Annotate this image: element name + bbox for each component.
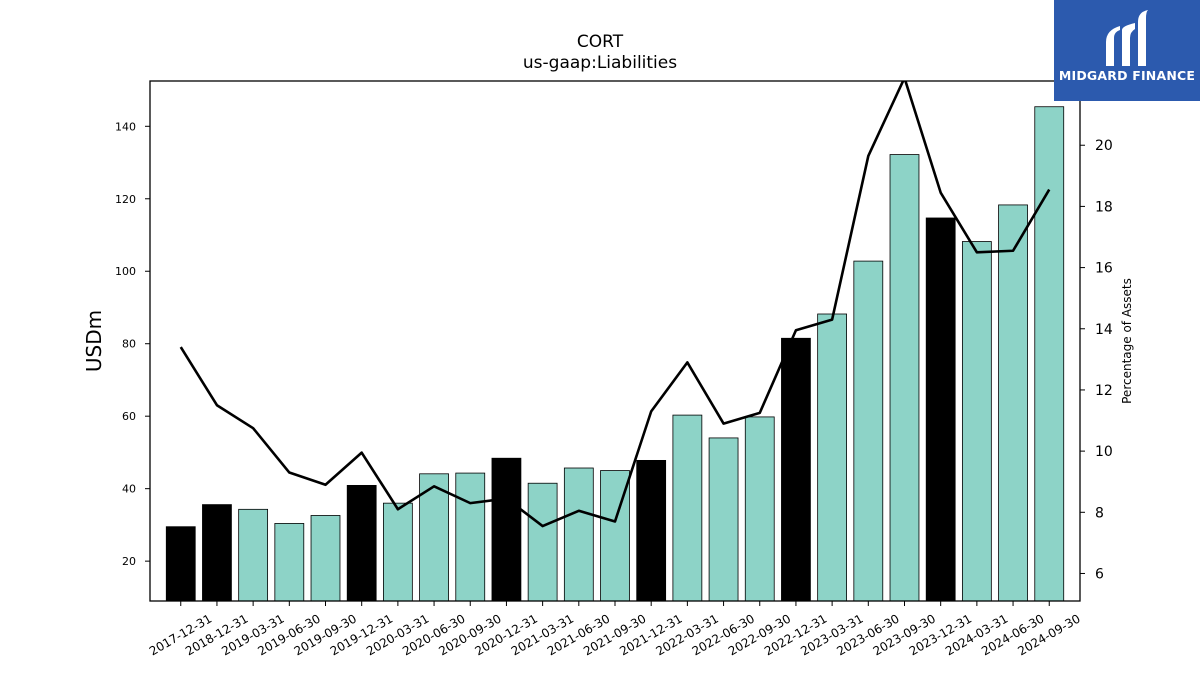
chart-subtitle: us-gaap:Liabilities bbox=[522, 53, 678, 73]
bar-2021-06-30 bbox=[563, 467, 594, 601]
y2-tick-label-14: 14 bbox=[1095, 322, 1113, 338]
y-tick-label-120: 120 bbox=[115, 193, 136, 206]
bar-2024-06-30 bbox=[998, 204, 1028, 601]
y-tick-label-100: 100 bbox=[115, 265, 136, 278]
bar-2020-06-30 bbox=[419, 473, 449, 601]
y2-tick-label-20: 20 bbox=[1095, 138, 1113, 154]
bar-2019-12-31 bbox=[346, 484, 377, 601]
midgard-logo-icon bbox=[1106, 10, 1148, 66]
y-tick-label-60: 60 bbox=[122, 410, 136, 423]
y2-tick-label-18: 18 bbox=[1095, 199, 1113, 215]
y-tick-label-140: 140 bbox=[115, 120, 136, 133]
bar-2018-12-31 bbox=[202, 504, 232, 601]
y2-tick-label-12: 12 bbox=[1095, 383, 1113, 399]
bar-2023-12-31 bbox=[925, 217, 956, 601]
bar-2019-03-31 bbox=[238, 508, 269, 601]
y2-tick-label-10: 10 bbox=[1095, 444, 1113, 460]
bar-2024-03-31 bbox=[961, 241, 992, 601]
bar-2022-12-31 bbox=[781, 337, 811, 601]
bar-2021-03-31 bbox=[527, 482, 558, 601]
bar-2024-09-30 bbox=[1034, 106, 1065, 601]
bar-2022-06-30 bbox=[708, 437, 739, 601]
bar-2023-06-30 bbox=[853, 260, 884, 601]
midgard-finance-logo: MIDGARD FINANCE bbox=[1054, 0, 1200, 101]
y2-axis-label: Percentage of Assets bbox=[1120, 278, 1134, 404]
bar-2021-12-31 bbox=[636, 459, 667, 601]
y2-tick-label-16: 16 bbox=[1095, 261, 1113, 277]
bar-2020-12-31 bbox=[491, 457, 522, 601]
bar-2022-09-30 bbox=[744, 416, 775, 601]
bar-2023-03-31 bbox=[817, 313, 848, 601]
y-axis-label: USDm bbox=[82, 310, 106, 372]
bar-2020-03-31 bbox=[382, 502, 413, 601]
bar-2019-09-30 bbox=[310, 515, 341, 601]
bar-2022-03-31 bbox=[672, 414, 703, 601]
logo-text: MIDGARD FINANCE bbox=[1058, 68, 1196, 83]
bar-2017-12-31 bbox=[165, 526, 196, 601]
y-tick-label-20: 20 bbox=[122, 555, 136, 568]
bar-2023-09-30 bbox=[889, 154, 920, 601]
y-tick-label-80: 80 bbox=[122, 338, 136, 351]
percentage-of-assets-line bbox=[179, 81, 1051, 528]
y2-tick-label-6: 6 bbox=[1095, 566, 1104, 582]
y-tick-label-40: 40 bbox=[122, 483, 136, 496]
bar-2020-09-30 bbox=[455, 472, 486, 601]
bar-2019-06-30 bbox=[274, 523, 305, 601]
chart-title: CORT bbox=[576, 32, 624, 52]
y2-tick-label-8: 8 bbox=[1095, 505, 1104, 521]
